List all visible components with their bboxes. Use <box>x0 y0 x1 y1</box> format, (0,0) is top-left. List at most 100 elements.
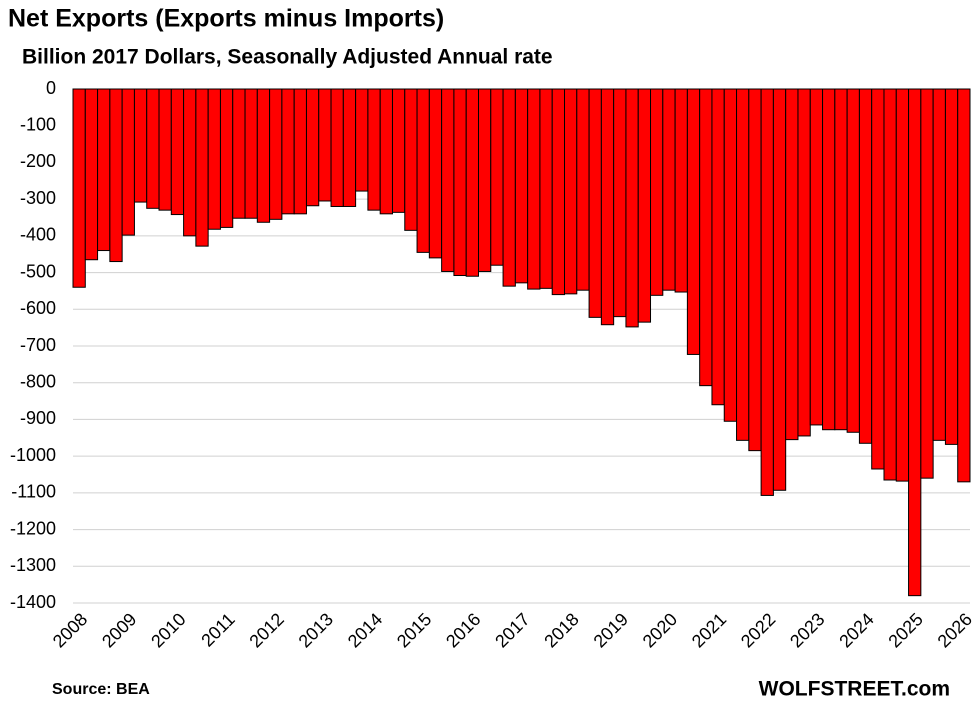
bar <box>662 88 676 291</box>
y-tick-label: -900 <box>20 408 56 428</box>
x-tick-label: 2019 <box>590 609 632 651</box>
bar <box>391 88 406 213</box>
bar <box>502 88 516 287</box>
x-tick-label: 2018 <box>540 609 582 651</box>
y-tick-label: -700 <box>20 335 56 355</box>
x-tick-label: 2009 <box>98 609 140 651</box>
bar <box>256 88 271 223</box>
y-tick-label: -1200 <box>10 518 56 538</box>
y-tick-label: -300 <box>20 188 56 208</box>
y-tick-label: -1000 <box>10 445 56 465</box>
y-tick-label: -800 <box>20 371 56 391</box>
bar <box>920 88 934 479</box>
x-tick-label: 2024 <box>835 609 877 651</box>
y-tick-label: -500 <box>20 261 56 281</box>
bar <box>772 88 787 491</box>
x-tick-label: 2016 <box>442 609 484 651</box>
bar <box>527 88 541 290</box>
bar <box>908 88 922 597</box>
bar <box>269 88 283 220</box>
bar <box>748 88 762 452</box>
y-tick-label: 0 <box>46 78 56 98</box>
x-tick-label: 2025 <box>884 609 926 651</box>
x-tick-label: 2017 <box>491 609 533 651</box>
bar <box>834 88 848 431</box>
bar <box>957 88 971 483</box>
bar <box>195 88 209 247</box>
bar <box>564 88 578 295</box>
bar <box>133 88 148 203</box>
bar <box>207 88 221 230</box>
bar <box>453 88 467 277</box>
bar <box>514 88 529 284</box>
x-tick-label: 2013 <box>295 609 337 651</box>
y-tick-label: -600 <box>20 298 56 318</box>
bar <box>822 88 836 431</box>
bar <box>588 88 602 318</box>
bar <box>244 88 258 219</box>
bar <box>490 88 504 266</box>
bar <box>686 88 701 355</box>
bar <box>465 88 479 277</box>
x-tick-label: 2010 <box>147 609 189 651</box>
bar <box>84 88 99 261</box>
bar <box>158 88 172 211</box>
x-tick-label: 2020 <box>639 609 681 651</box>
y-tick-label: -1100 <box>11 482 56 502</box>
bar <box>170 88 185 216</box>
bar <box>809 88 824 426</box>
bar <box>146 88 160 209</box>
bar <box>760 88 774 496</box>
source: Source: BEA <box>52 681 150 698</box>
bar <box>576 88 590 291</box>
bar <box>723 88 738 422</box>
bar <box>330 88 344 207</box>
chart-title: Net Exports (Exports minus Imports) <box>8 5 444 33</box>
bar <box>736 88 750 441</box>
bar <box>355 88 369 192</box>
bar <box>367 88 381 211</box>
x-tick-label: 2014 <box>344 609 386 651</box>
bar <box>551 88 566 296</box>
x-tick-label: 2012 <box>245 609 287 651</box>
x-tick-label: 2008 <box>49 609 91 651</box>
y-tick-label: -1300 <box>10 555 56 575</box>
bar <box>97 88 111 252</box>
bar <box>711 88 725 406</box>
bar <box>539 88 553 289</box>
bar <box>305 88 320 207</box>
bar <box>428 88 443 259</box>
x-tick-label: 2021 <box>688 609 730 651</box>
x-tick-label: 2015 <box>393 609 435 651</box>
y-tick-label: -1400 <box>10 592 56 612</box>
bar <box>637 88 652 323</box>
watermark: WOLFSTREET.com <box>759 678 950 701</box>
bar <box>342 88 357 207</box>
x-tick-label: 2011 <box>197 609 239 651</box>
x-tick-label: 2022 <box>737 609 779 651</box>
bar <box>785 88 799 441</box>
bar <box>441 88 455 272</box>
bar <box>846 88 860 433</box>
bar <box>600 88 615 326</box>
x-tick-label: 2023 <box>786 609 828 651</box>
bar <box>613 88 627 318</box>
bar <box>650 88 664 296</box>
bar <box>895 88 910 482</box>
bar <box>293 88 307 215</box>
bar <box>281 88 295 215</box>
bar <box>109 88 123 263</box>
bar <box>318 88 332 202</box>
bar <box>416 88 430 253</box>
bar <box>883 88 897 481</box>
bar <box>477 88 492 272</box>
bar <box>219 88 234 228</box>
y-tick-label: -100 <box>20 114 56 134</box>
bar <box>379 88 393 215</box>
bar <box>944 88 959 445</box>
bar <box>625 88 639 328</box>
y-tick-label: -200 <box>20 151 56 171</box>
x-tick-label: 2026 <box>934 609 976 651</box>
bar <box>404 88 418 231</box>
bar <box>674 88 688 293</box>
